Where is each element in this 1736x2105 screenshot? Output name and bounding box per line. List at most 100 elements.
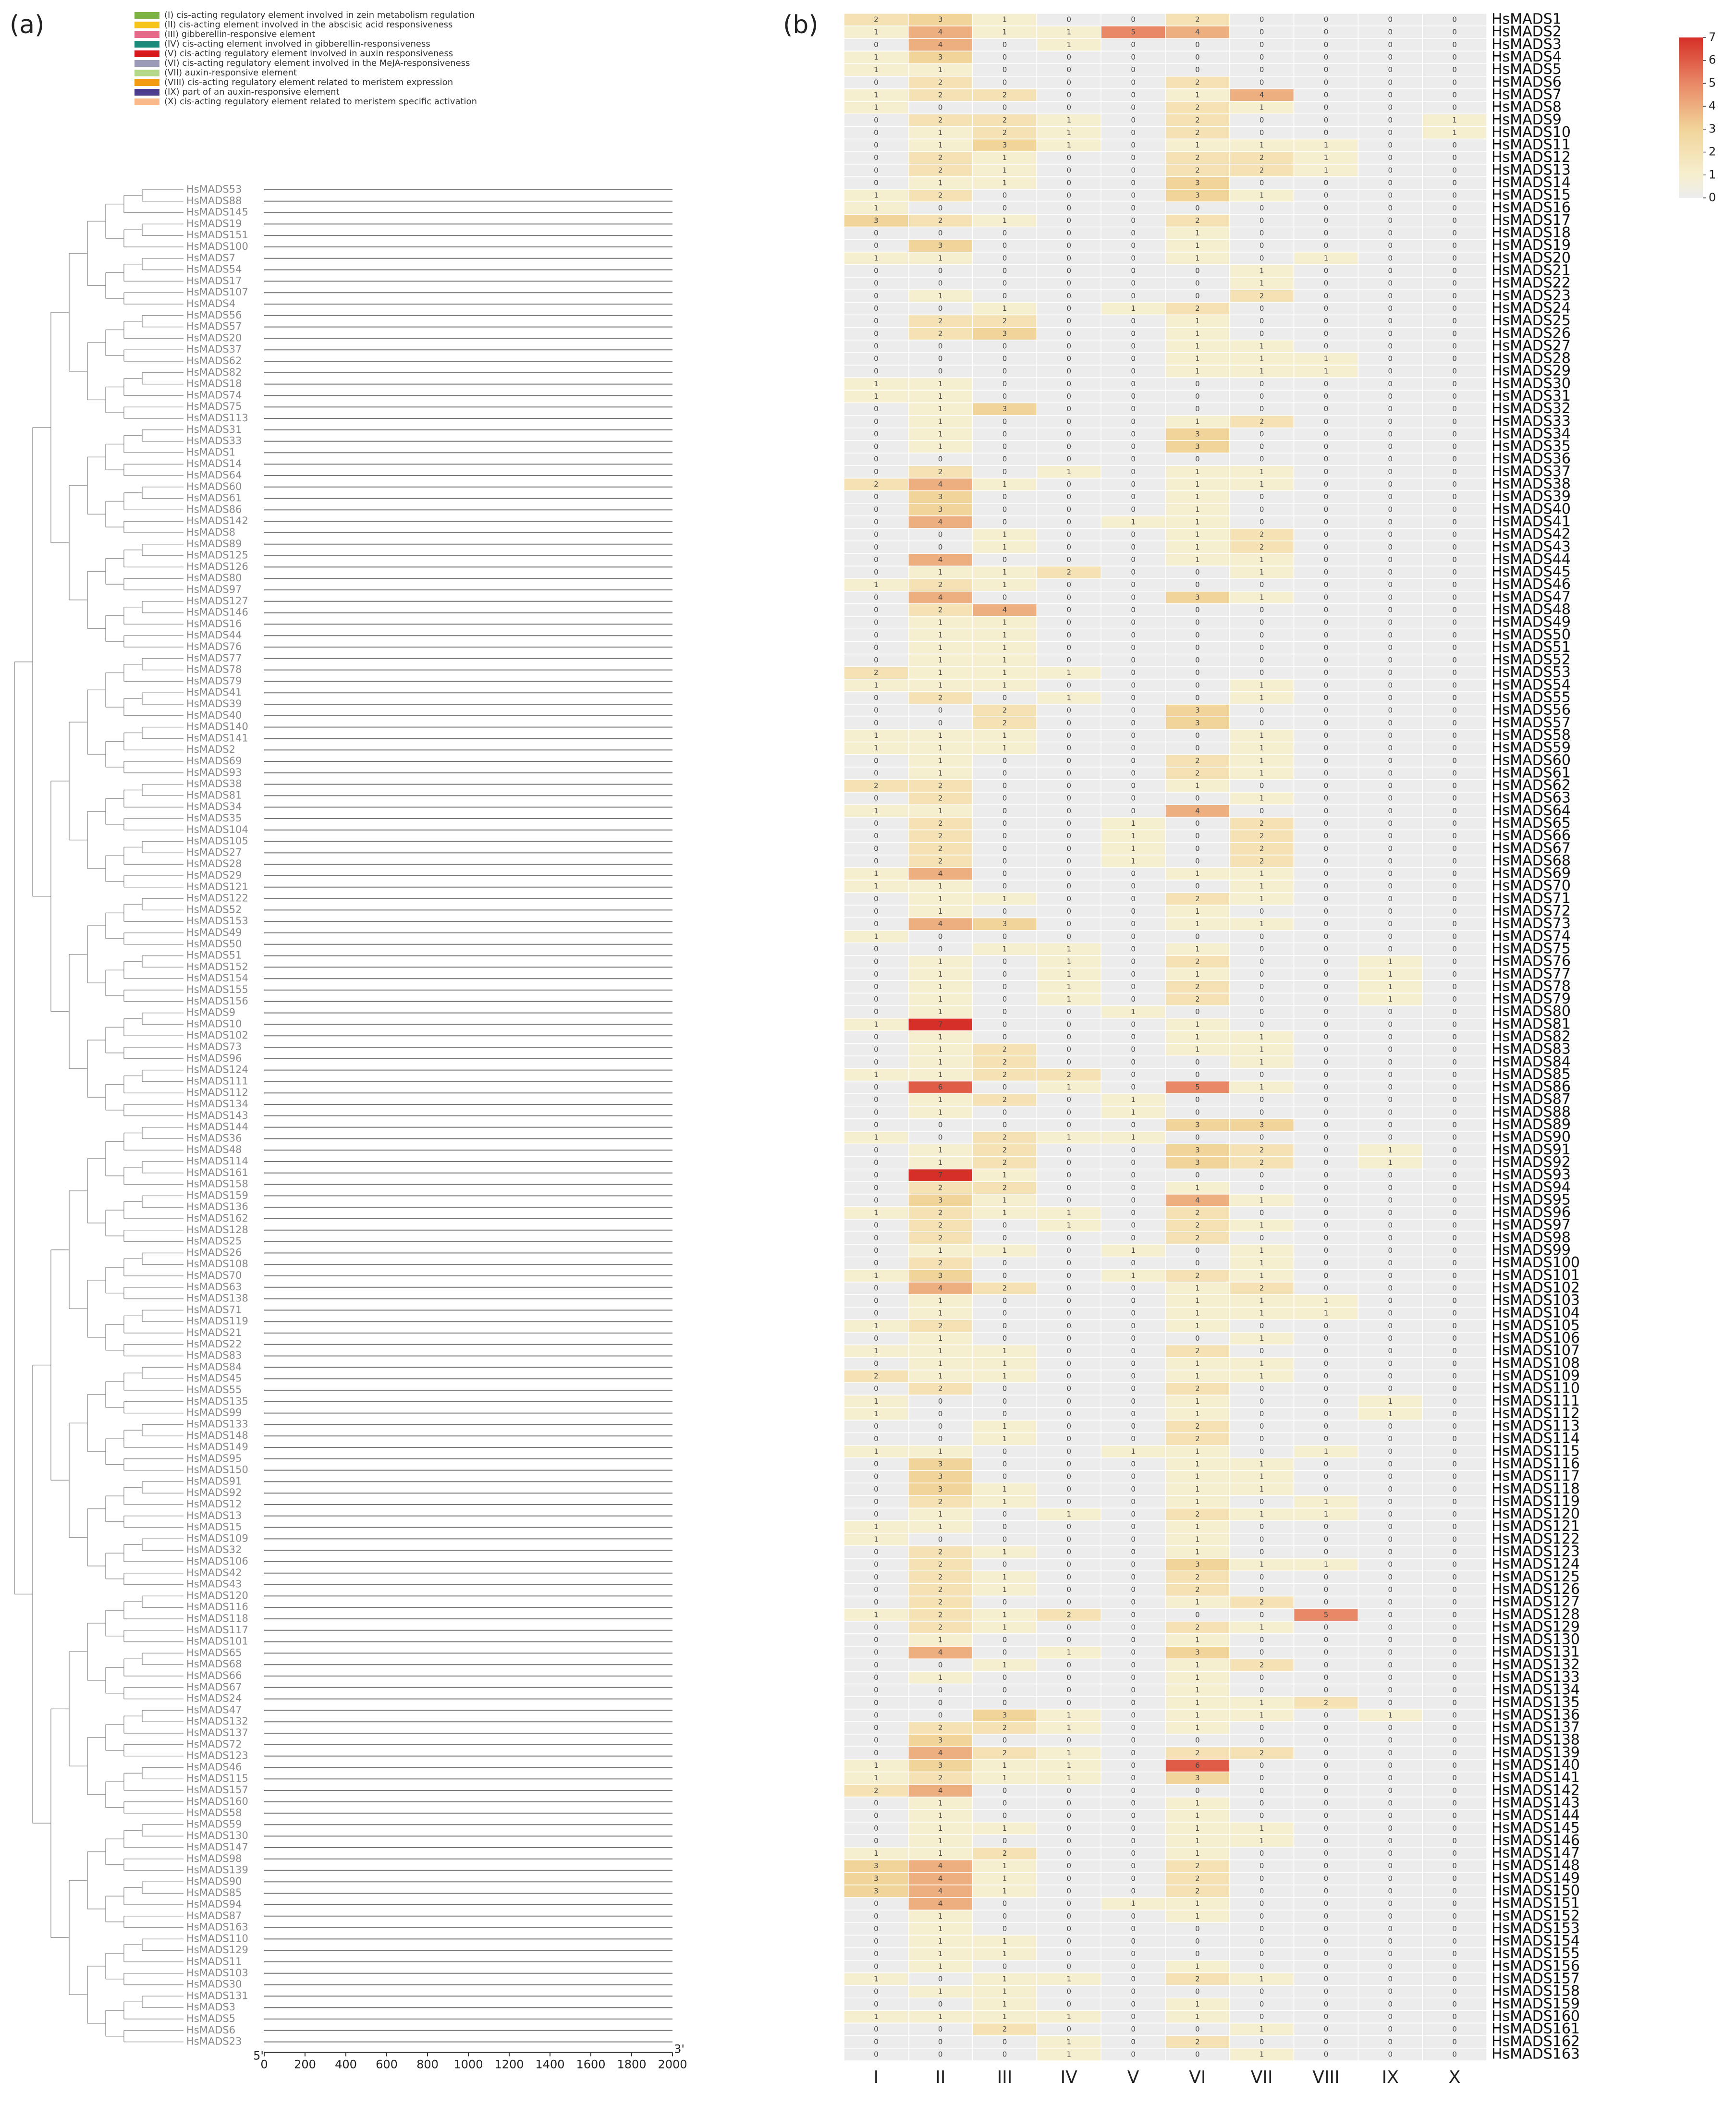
- heatmap-cell: [908, 189, 973, 202]
- cell-value: 0: [1388, 90, 1393, 99]
- cell-value: 0: [1131, 1648, 1136, 1657]
- cell-value: 0: [874, 1384, 879, 1393]
- cell-value: 0: [874, 706, 879, 715]
- cell-value: 1: [938, 1070, 943, 1079]
- cell-value: 0: [1067, 442, 1072, 451]
- cell-value: 1: [1195, 1598, 1200, 1606]
- heatmap-cell: [972, 641, 1038, 655]
- gene-label: HsMADS107: [186, 286, 248, 298]
- cell-value: 0: [1324, 216, 1329, 225]
- cell-value: 0: [1324, 1196, 1329, 1204]
- cell-value: 0: [1388, 191, 1393, 200]
- gene-label: HsMADS45: [186, 1372, 242, 1384]
- cell-value: 0: [1324, 1322, 1329, 1330]
- cell-value: 0: [1131, 719, 1136, 727]
- cell-value: 0: [1131, 65, 1136, 74]
- cell-value: 0: [1388, 1460, 1393, 1469]
- heatmap-cell: [1422, 578, 1487, 592]
- gene-label: HsMADS123: [186, 1750, 248, 1762]
- cell-value: 2: [1195, 166, 1200, 174]
- cell-value: 0: [1131, 292, 1136, 300]
- cell-value: 3: [1195, 706, 1200, 715]
- cell-value: 0: [1324, 1962, 1329, 1970]
- gene-label: HsMADS16: [186, 618, 242, 629]
- cell-value: 0: [1002, 1673, 1007, 1682]
- heatmap-cell: [1036, 428, 1101, 441]
- cell-value: 4: [938, 28, 943, 37]
- cell-value: 0: [1067, 1322, 1072, 1330]
- cell-value: 0: [874, 769, 879, 777]
- cell-value: 0: [1259, 2000, 1264, 2008]
- cell-value: 1: [1195, 2000, 1200, 2008]
- cell-value: 0: [1452, 1070, 1457, 1079]
- cell-value: 0: [1131, 279, 1136, 288]
- cell-value: 0: [1195, 1007, 1200, 1016]
- cell-value: 0: [1388, 28, 1393, 37]
- gene-label: HsMADS25: [186, 1236, 242, 1247]
- gene-label: HsMADS94: [186, 1898, 242, 1910]
- cell-value: 0: [1452, 1259, 1457, 1267]
- cell-value: 0: [1388, 1962, 1393, 1970]
- cell-value: 1: [1388, 995, 1393, 1004]
- cell-value: 0: [1452, 1573, 1457, 1581]
- cell-value: 1: [1002, 1975, 1007, 1983]
- heatmap-cell: [1357, 264, 1423, 278]
- cell-value: 0: [1131, 1083, 1136, 1091]
- heatmap-cell: [1229, 490, 1295, 504]
- cell-value: 4: [938, 40, 943, 49]
- gene-label: HsMADS109: [186, 1532, 248, 1544]
- cell-value: 0: [1067, 404, 1072, 413]
- cell-value: 2: [938, 1209, 943, 1217]
- heatmap-cell: [1422, 528, 1487, 541]
- cell-value: 0: [1067, 304, 1072, 313]
- cell-value: 0: [1388, 1535, 1393, 1543]
- heatmap-cell: [1422, 289, 1487, 303]
- cell-value: 0: [1131, 882, 1136, 891]
- heatmap-cell: [1036, 176, 1101, 190]
- cell-value: 0: [1259, 492, 1264, 501]
- column-label: VI: [1189, 2068, 1206, 2087]
- cell-value: 0: [1131, 631, 1136, 639]
- cell-value: 1: [1002, 894, 1007, 903]
- cell-value: 1: [1195, 919, 1200, 928]
- cell-value: 0: [1002, 819, 1007, 828]
- cell-value: 0: [1259, 1874, 1264, 1883]
- cell-value: 2: [1259, 166, 1264, 174]
- cell-value: 1: [874, 1271, 879, 1280]
- cell-value: 0: [1131, 442, 1136, 451]
- cell-value: 0: [1324, 429, 1329, 438]
- cell-value: 0: [1131, 78, 1136, 86]
- cell-value: 0: [1259, 1133, 1264, 1142]
- heatmap-cell: [908, 490, 973, 504]
- cell-value: 0: [1131, 568, 1136, 576]
- cell-value: 0: [1259, 1522, 1264, 1531]
- cell-value: 1: [938, 429, 943, 438]
- cell-value: 0: [1131, 367, 1136, 376]
- cell-value: 1: [1259, 467, 1264, 476]
- heatmap-cell: [1293, 428, 1359, 441]
- cell-value: 0: [1131, 1924, 1136, 1933]
- cell-value: 1: [1002, 1196, 1007, 1204]
- cell-value: 0: [1259, 78, 1264, 86]
- cell-value: 0: [1324, 1409, 1329, 1418]
- cell-value: 0: [1452, 1912, 1457, 1921]
- cell-value: 1: [1324, 1510, 1329, 1518]
- cell-value: 0: [1324, 1007, 1329, 1016]
- gene-label: HsMADS10: [186, 1018, 242, 1029]
- heatmap-cell: [972, 289, 1038, 303]
- heatmap-cell: [844, 502, 909, 516]
- cell-value: 1: [938, 1346, 943, 1355]
- row-label: HsMADS11: [1491, 136, 1571, 153]
- heatmap-cell: [1165, 264, 1230, 278]
- cell-value: 1: [1131, 1095, 1136, 1104]
- cell-value: 1: [1002, 2000, 1007, 2008]
- cell-value: 0: [938, 103, 943, 112]
- heatmap-cell: [1293, 352, 1359, 366]
- cell-value: 1: [1195, 944, 1200, 953]
- heatmap-cell: [1036, 591, 1101, 604]
- heatmap-cell: [1100, 151, 1166, 165]
- heatmap-cell: [1036, 340, 1101, 353]
- cell-value: 0: [1452, 90, 1457, 99]
- cell-value: 0: [1195, 1786, 1200, 1795]
- cell-value: 1: [1324, 153, 1329, 162]
